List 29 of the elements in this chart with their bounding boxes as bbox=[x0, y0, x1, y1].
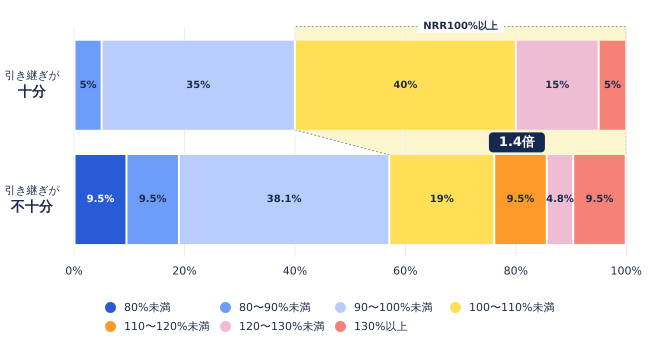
x-tick-label: 60% bbox=[393, 264, 418, 278]
data-label: 9.5% bbox=[586, 194, 614, 206]
legend-label: 120〜130%未満 bbox=[239, 319, 324, 334]
annotation: 1.4倍 bbox=[498, 134, 535, 150]
legend-label: 90〜100%未満 bbox=[354, 300, 432, 315]
legend-label: 100〜110%未満 bbox=[469, 300, 554, 315]
data-label: 19% bbox=[430, 194, 454, 206]
data-label: 5% bbox=[604, 80, 621, 91]
x-tick-label: 40% bbox=[282, 264, 308, 278]
data-label: 9.5% bbox=[506, 194, 534, 206]
data-label: 15% bbox=[545, 80, 570, 91]
data-label: 40% bbox=[393, 80, 418, 91]
data-label: 35% bbox=[186, 80, 210, 91]
y-tick-label: 引き継ぎが十分 bbox=[4, 68, 60, 102]
data-label: 9.5% bbox=[138, 194, 167, 206]
legend-label: 130%以上 bbox=[354, 319, 408, 334]
data-label: 38.1% bbox=[266, 194, 302, 206]
x-tick-label: 20% bbox=[172, 264, 197, 278]
legend-label: 110〜120%未満 bbox=[124, 319, 210, 334]
data-label: 5% bbox=[80, 80, 97, 91]
y-tick-label: 引き継ぎが不十分 bbox=[4, 182, 60, 216]
x-tick-label: 80% bbox=[504, 264, 528, 278]
x-tick-label: 0% bbox=[65, 264, 83, 278]
data-label: 9.5% bbox=[86, 194, 114, 206]
band-label: NRR100%以上 bbox=[423, 20, 498, 32]
data-label: 4.8% bbox=[546, 194, 574, 206]
legend-label: 80〜90%未満 bbox=[239, 300, 310, 315]
legend-label: 80%未満 bbox=[124, 300, 170, 315]
x-tick-label: 100% bbox=[610, 264, 642, 278]
